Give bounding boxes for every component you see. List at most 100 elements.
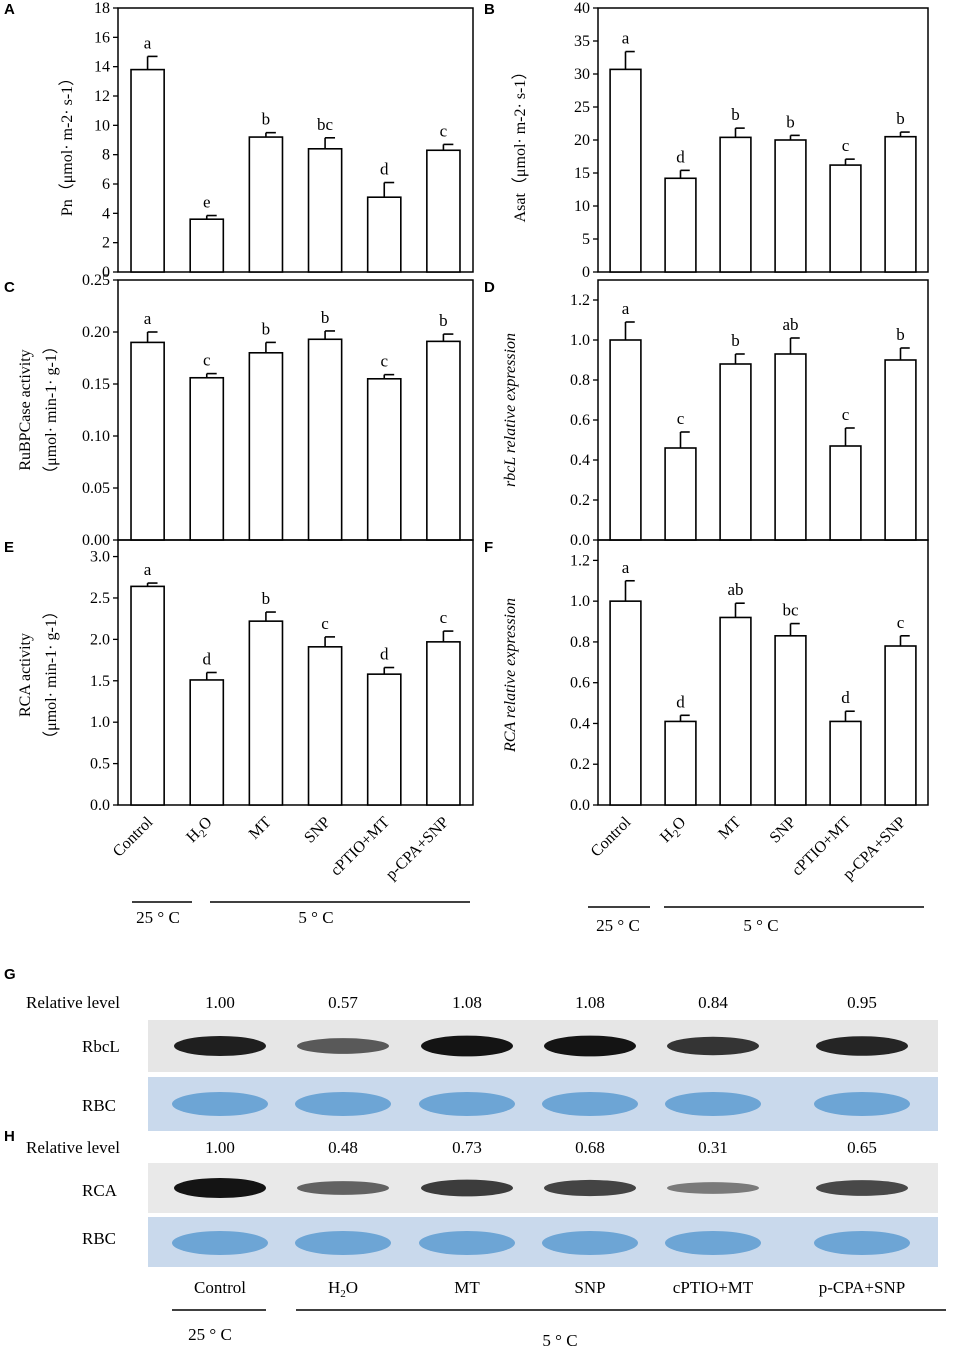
y-tick-label: 0.4 [570,715,590,732]
temp-label-control-right: 25 ° C [596,916,640,935]
significance-letter: c [380,352,388,371]
y-tick-label: 1.2 [570,552,590,569]
significance-letter: d [203,650,212,669]
significance-letter: c [203,351,211,370]
y-tick-label: 40 [574,0,590,17]
western-blots: 1.00 0.57 1.08 1.08 0.84 0.95 1.00 0.48 0.73 0.68… [172,993,910,1300]
y-tick-label: 0.2 [570,492,590,509]
g-relative-level-value: 1.08 [452,993,482,1012]
h-row-label-rbc: RBC [82,1229,116,1248]
h-relative-level-value: 0.31 [698,1138,728,1157]
y-tick-label: 0.15 [82,376,110,393]
bar-3 [774,635,807,806]
h-rbc-band [814,1231,910,1255]
panel-label-h: H [4,1128,15,1145]
y-tick-label: 0.5 [90,756,110,773]
bar-3 [307,148,343,273]
significance-letter: d [841,688,850,707]
temp-label-cold-right: 5 ° C [743,916,778,935]
bar-1 [664,447,697,541]
plot-frame [117,7,474,273]
g-rbc-band [419,1092,515,1116]
h-relative-level-value: 0.48 [328,1138,358,1157]
h-relative-level-value: 0.73 [452,1138,482,1157]
h-rca-band [174,1178,266,1198]
significance-letter: d [380,160,389,179]
bar-0 [130,341,165,541]
blot-lane-label: SNP [574,1278,605,1297]
y-tick-label: 10 [94,117,110,134]
significance-letter: bc [782,601,799,620]
y-tick-label: 1.2 [570,292,590,309]
g-row-label-rbc: RBC [82,1096,116,1115]
bar-5 [426,340,461,541]
significance-letter: b [262,319,271,338]
significance-letter: c [842,405,850,424]
significance-letter: a [622,558,630,577]
h-rca-band [297,1181,389,1195]
bar-1 [189,376,225,541]
bar-1 [189,679,225,806]
y-tick-label: 1.0 [570,332,590,349]
g-rbcl-band [544,1035,636,1057]
h-relative-level-value: 1.00 [205,1138,235,1157]
significance-letter: a [144,560,152,579]
significance-letter: c [440,121,448,140]
y-tick-label: 14 [94,59,110,76]
y-tick-label: 10 [574,198,590,215]
y-tick-label: 0.6 [570,675,590,692]
x-tick-label: SNP [767,814,800,847]
h-rca-band [544,1179,636,1197]
g-rbc-band [172,1092,268,1116]
h-rca-band [421,1179,513,1197]
significance-letter: d [676,147,685,166]
g-rbc-band [665,1092,761,1116]
blot-lane-label: p-CPA+SNP [819,1278,905,1297]
significance-letter: b [321,308,330,327]
g-rbcl-band [421,1035,513,1057]
ylabel-a: Pn（μmol· m-2· s-1） [58,70,76,216]
bar-4 [366,196,402,273]
bar-0 [609,339,642,541]
blot-lane-label: MT [454,1278,480,1297]
y-tick-label: 16 [94,29,110,46]
significance-letter: b [786,112,795,131]
y-tick-label: 18 [94,0,110,17]
g-relative-level-label: Relative level [26,993,120,1012]
significance-letter: a [622,29,630,48]
ylabel-c: RuBPCase activity [17,349,34,470]
significance-letter: c [677,409,685,428]
bar-2 [719,136,752,273]
bar-5 [426,641,461,806]
y-tick-label: 0.0 [570,532,590,549]
g-relative-level-value: 1.00 [205,993,235,1012]
significance-letter: ab [727,580,743,599]
y-tick-label: 0.20 [82,324,110,341]
chart-e: 0.0 0.5 1.0 1.5 2.0 2.5 3.0 a d b c d c Control H2O MT S… [90,539,474,883]
significance-letter: c [321,614,329,633]
ylabel-b: Asat（μmol· m-2· s-1） [511,64,529,223]
chart-a: 0 2 4 6 8 10 12 14 16 18 a e b bc d c [94,0,474,281]
g-relative-level-value: 0.84 [698,993,728,1012]
y-tick-label: 2.0 [90,631,110,648]
plot-frame [117,279,474,541]
significance-letter: bc [317,115,334,134]
y-tick-label: 15 [574,165,590,182]
ylabel-c-units: （μmol· min-1· g-1） [42,338,60,482]
significance-letter: b [262,589,271,608]
bar-2 [248,136,284,273]
g-relative-level-value: 0.57 [328,993,358,1012]
h-rbc-band [665,1231,761,1255]
significance-letter: c [897,613,905,632]
g-rbc-band [295,1092,391,1116]
g-relative-level-value: 1.08 [575,993,605,1012]
y-tick-label: 0.8 [570,372,590,389]
panel-label-c: C [4,279,15,296]
g-rbcl-band [174,1036,266,1056]
significance-letter: ab [782,315,798,334]
y-tick-label: 0 [102,264,110,281]
h-relative-level-label: Relative level [26,1138,120,1157]
panel-label-g: G [4,966,16,983]
y-tick-label: 0.4 [570,452,590,469]
